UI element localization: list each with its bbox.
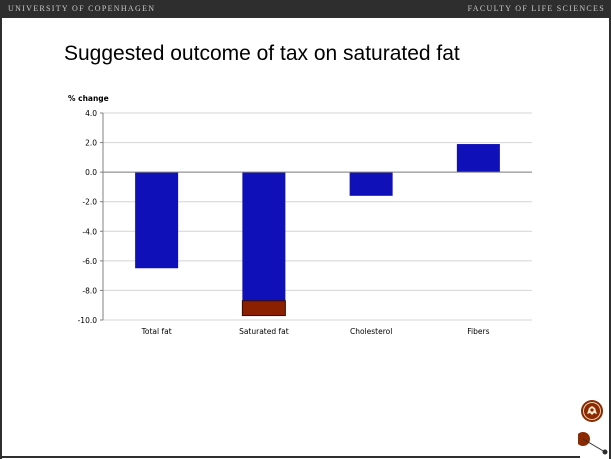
frame-bottom-border bbox=[0, 456, 580, 458]
university-seal-icon bbox=[578, 400, 608, 455]
bar-2 bbox=[242, 172, 286, 301]
bar-1 bbox=[135, 172, 179, 269]
bar-extra-2 bbox=[241, 300, 286, 317]
header-university-name: UNIVERSITY OF COPENHAGEN bbox=[8, 4, 156, 13]
bar-4 bbox=[456, 144, 500, 173]
y-tick-label: -10.0 bbox=[78, 316, 98, 325]
circle-ornament-icon bbox=[578, 432, 590, 446]
frame-left-border bbox=[0, 18, 2, 459]
y-axis-title: % change bbox=[68, 94, 109, 103]
slide-title: Suggested outcome of tax on saturated fa… bbox=[64, 42, 460, 65]
header-bar: UNIVERSITY OF COPENHAGEN FACULTY OF LIFE… bbox=[0, 0, 611, 18]
y-tick-label: 4.0 bbox=[85, 109, 97, 118]
x-tick-label: Fibers bbox=[467, 327, 489, 336]
y-tick-label: -4.0 bbox=[82, 227, 97, 236]
bar-3 bbox=[349, 172, 393, 196]
header-faculty-name: FACULTY OF LIFE SCIENCES bbox=[467, 4, 605, 13]
y-tick-label: -8.0 bbox=[82, 286, 97, 295]
y-tick-label: -6.0 bbox=[82, 257, 97, 266]
y-tick-label: 0.0 bbox=[85, 168, 97, 177]
y-tick-label: -2.0 bbox=[82, 198, 97, 207]
frame-right-border bbox=[609, 18, 611, 459]
x-tick-label: Saturated fat bbox=[239, 327, 289, 336]
x-tick-label: Cholesterol bbox=[350, 327, 392, 336]
y-tick-label: 2.0 bbox=[85, 139, 97, 148]
x-tick-label: Total fat bbox=[141, 327, 172, 336]
